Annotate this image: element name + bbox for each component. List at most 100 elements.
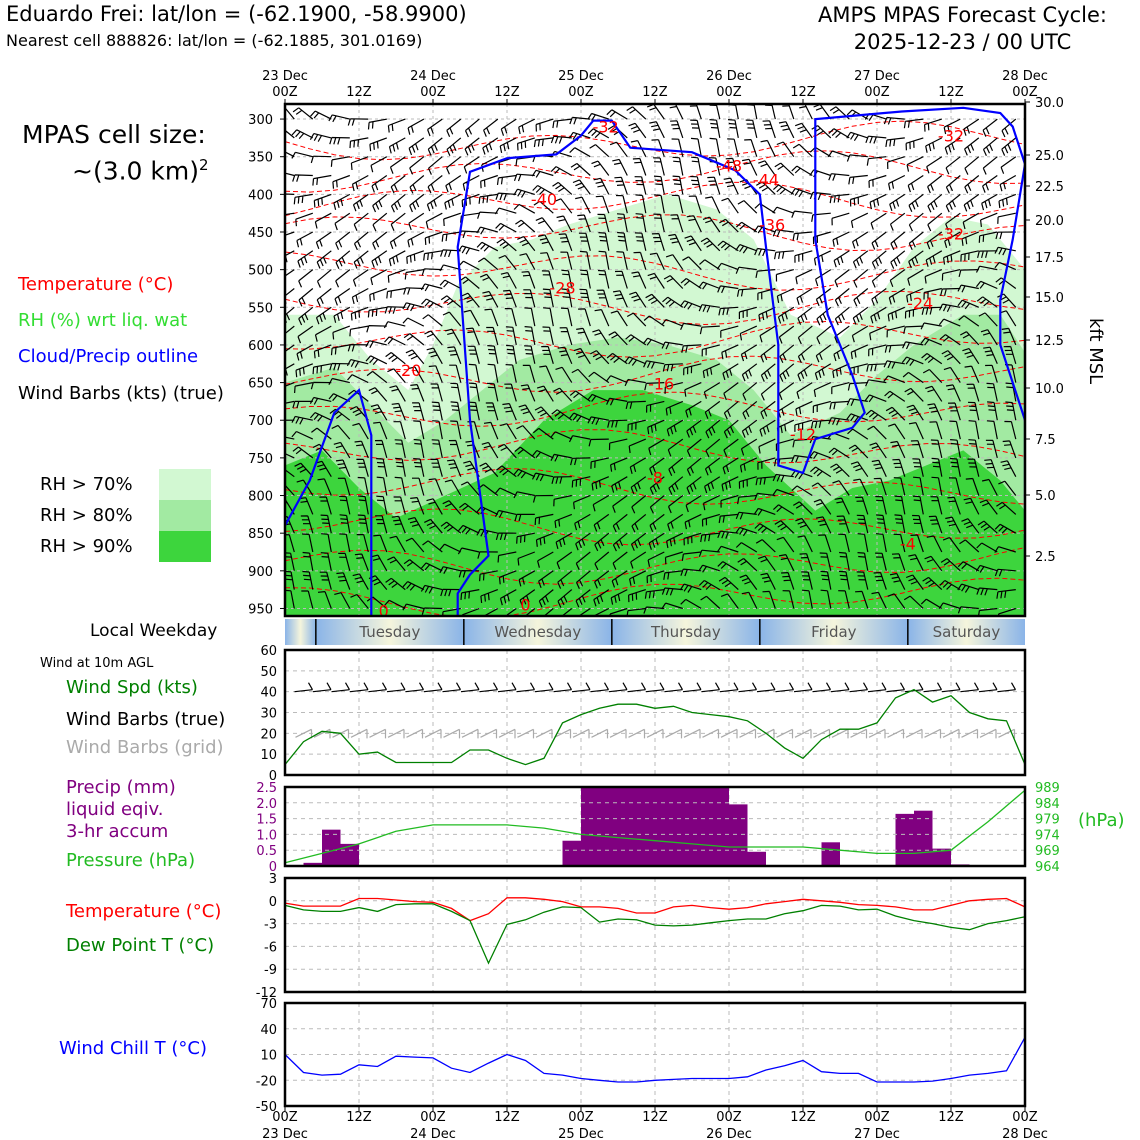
wind-barb bbox=[755, 476, 776, 486]
wind-barb bbox=[986, 382, 998, 402]
wind-barb bbox=[587, 393, 610, 402]
wind-panel-frame bbox=[283, 648, 1027, 777]
wind-barb bbox=[446, 156, 462, 175]
wind-barb-true bbox=[923, 682, 943, 693]
wind-barb bbox=[313, 344, 332, 359]
wind-barb bbox=[664, 382, 683, 394]
wind-barb bbox=[421, 298, 443, 309]
wind-barb bbox=[923, 287, 942, 300]
wind-barb bbox=[365, 340, 387, 349]
wind-barb bbox=[924, 269, 943, 284]
wind-barb bbox=[441, 231, 461, 242]
wind-barb-true bbox=[460, 682, 480, 693]
wind-barb bbox=[353, 231, 369, 251]
wind-barb bbox=[460, 589, 480, 600]
precip-bar bbox=[914, 810, 933, 866]
wind-barb bbox=[662, 296, 684, 308]
wind-barb bbox=[832, 231, 850, 247]
pressure-tick-label: 500 bbox=[248, 264, 273, 279]
wind-barb bbox=[774, 520, 795, 534]
wind-barb bbox=[850, 461, 869, 478]
wind-barb bbox=[702, 216, 721, 233]
wind-barb bbox=[468, 363, 480, 383]
wind-barb bbox=[760, 572, 776, 590]
wind-barb bbox=[391, 515, 406, 534]
wind-barb bbox=[1001, 327, 1017, 346]
wind-barb bbox=[440, 588, 461, 597]
wind-barb bbox=[1004, 420, 1017, 440]
wind-barb bbox=[947, 402, 961, 421]
wind-barb bbox=[744, 139, 758, 157]
wind-barb bbox=[977, 607, 998, 616]
isotherm-label: -32 bbox=[938, 127, 964, 146]
wind-barb bbox=[573, 347, 591, 365]
kft-tick-label: 25.0 bbox=[1035, 149, 1064, 164]
wind-barb bbox=[479, 462, 499, 478]
wind-barb bbox=[698, 549, 720, 557]
wind-barb bbox=[635, 194, 647, 214]
wind-barb bbox=[337, 477, 351, 496]
wind-barb bbox=[759, 325, 776, 343]
dewpoint-line bbox=[284, 903, 1026, 965]
wind-barb-grid bbox=[313, 728, 331, 739]
wind-barb bbox=[561, 608, 573, 616]
wind-barb bbox=[320, 514, 332, 534]
wind-barb bbox=[594, 570, 610, 589]
wind-barb bbox=[587, 416, 609, 425]
wind-barb bbox=[409, 193, 425, 213]
wind-barb bbox=[945, 516, 961, 534]
legend-cloud: Cloud/Precip outline bbox=[18, 346, 199, 367]
wind-barb bbox=[642, 337, 665, 346]
wind-barb bbox=[853, 288, 869, 307]
wind-barb bbox=[484, 308, 499, 327]
wind-barb bbox=[994, 246, 1016, 256]
wind-barb bbox=[394, 476, 406, 496]
wind-barb bbox=[393, 496, 406, 515]
kft-tick-label: 10.0 bbox=[1035, 382, 1064, 397]
wind-barb bbox=[457, 245, 480, 255]
wind-barb bbox=[427, 175, 443, 194]
wind-barb bbox=[815, 269, 832, 287]
wind-barb bbox=[477, 257, 499, 271]
wind-barb bbox=[298, 306, 314, 326]
wind-barb bbox=[649, 457, 665, 476]
wind-barb bbox=[945, 193, 961, 213]
wind-barb bbox=[754, 523, 776, 534]
wind-barb bbox=[591, 160, 610, 176]
wind-barb bbox=[587, 128, 610, 139]
wind-barb bbox=[407, 517, 425, 534]
wind-barb bbox=[893, 533, 906, 553]
bottom-hour-label: 00Z bbox=[1012, 1110, 1038, 1125]
wind-barb bbox=[394, 439, 406, 459]
isotherm-label: -36 bbox=[759, 215, 785, 234]
wind-barb bbox=[445, 328, 462, 346]
wind-barb bbox=[517, 551, 536, 566]
wind-barb bbox=[829, 193, 850, 204]
wind-barb bbox=[612, 495, 628, 513]
wind-barb bbox=[855, 496, 869, 515]
wind-barb bbox=[834, 497, 850, 515]
precip-panel-ytick: 0.5 bbox=[256, 844, 277, 859]
wind-barb bbox=[907, 174, 924, 193]
wind-barb bbox=[964, 175, 980, 194]
wind-barb bbox=[329, 136, 350, 145]
wind-barb bbox=[612, 513, 628, 533]
cloud-outline bbox=[285, 388, 373, 616]
wind-barb bbox=[865, 135, 887, 144]
wind-barb bbox=[531, 472, 554, 482]
wind-barb bbox=[922, 576, 943, 591]
wind-barb bbox=[354, 553, 369, 572]
wind-barb bbox=[356, 458, 369, 477]
temp-panel-ytick: -9 bbox=[264, 963, 277, 978]
wind-barb bbox=[606, 397, 628, 406]
wind-barb bbox=[346, 359, 369, 368]
isotherm-label: -32 bbox=[593, 118, 619, 137]
wind-barb bbox=[976, 542, 998, 553]
precip-bar bbox=[729, 804, 748, 866]
wind-barb bbox=[376, 476, 388, 496]
wind-barb bbox=[426, 498, 443, 515]
top-hour-label: 00Z bbox=[864, 85, 890, 100]
wind-barb bbox=[941, 269, 961, 281]
wind-barb bbox=[709, 119, 721, 139]
wind-barb bbox=[467, 345, 480, 364]
